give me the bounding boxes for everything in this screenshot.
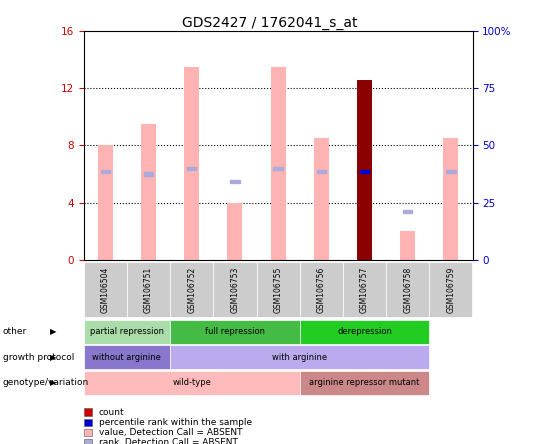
Text: arginine repressor mutant: arginine repressor mutant <box>309 378 420 388</box>
Text: without arginine: without arginine <box>92 353 161 362</box>
Bar <box>144 172 153 175</box>
Bar <box>357 79 372 260</box>
Bar <box>187 166 197 170</box>
Text: rank, Detection Call = ABSENT: rank, Detection Call = ABSENT <box>99 438 238 444</box>
Text: percentile rank within the sample: percentile rank within the sample <box>99 418 252 427</box>
Text: wild-type: wild-type <box>172 378 211 388</box>
Text: other: other <box>3 327 27 337</box>
Text: derepression: derepression <box>337 327 392 337</box>
Text: GDS2427 / 1762041_s_at: GDS2427 / 1762041_s_at <box>183 16 357 30</box>
Text: ▶: ▶ <box>50 378 56 388</box>
Bar <box>230 179 240 183</box>
Text: with arginine: with arginine <box>272 353 327 362</box>
Bar <box>141 124 156 260</box>
Text: GSM106752: GSM106752 <box>187 266 196 313</box>
Bar <box>314 138 329 260</box>
Text: GSM106751: GSM106751 <box>144 266 153 313</box>
Text: GSM106753: GSM106753 <box>231 266 239 313</box>
Bar <box>360 170 369 173</box>
Text: GSM106758: GSM106758 <box>403 266 412 313</box>
Text: GSM106759: GSM106759 <box>447 266 455 313</box>
Text: count: count <box>99 408 124 416</box>
Text: value, Detection Call = ABSENT: value, Detection Call = ABSENT <box>99 428 242 437</box>
Bar <box>273 166 283 170</box>
Bar <box>271 67 286 260</box>
Text: GSM106756: GSM106756 <box>317 266 326 313</box>
Text: growth protocol: growth protocol <box>3 353 74 362</box>
Bar <box>446 170 456 173</box>
Text: GSM106504: GSM106504 <box>101 266 110 313</box>
Text: partial repression: partial repression <box>90 327 164 337</box>
Text: ▶: ▶ <box>50 353 56 362</box>
Bar <box>98 146 113 260</box>
Bar <box>227 202 242 260</box>
Bar <box>403 210 413 213</box>
Bar <box>400 231 415 260</box>
Text: genotype/variation: genotype/variation <box>3 378 89 388</box>
Text: GSM106757: GSM106757 <box>360 266 369 313</box>
Text: full repression: full repression <box>205 327 265 337</box>
Bar <box>443 138 458 260</box>
Bar <box>316 170 326 173</box>
Bar <box>100 170 110 173</box>
Text: ▶: ▶ <box>50 327 56 337</box>
Text: GSM106755: GSM106755 <box>274 266 282 313</box>
Bar <box>184 67 199 260</box>
